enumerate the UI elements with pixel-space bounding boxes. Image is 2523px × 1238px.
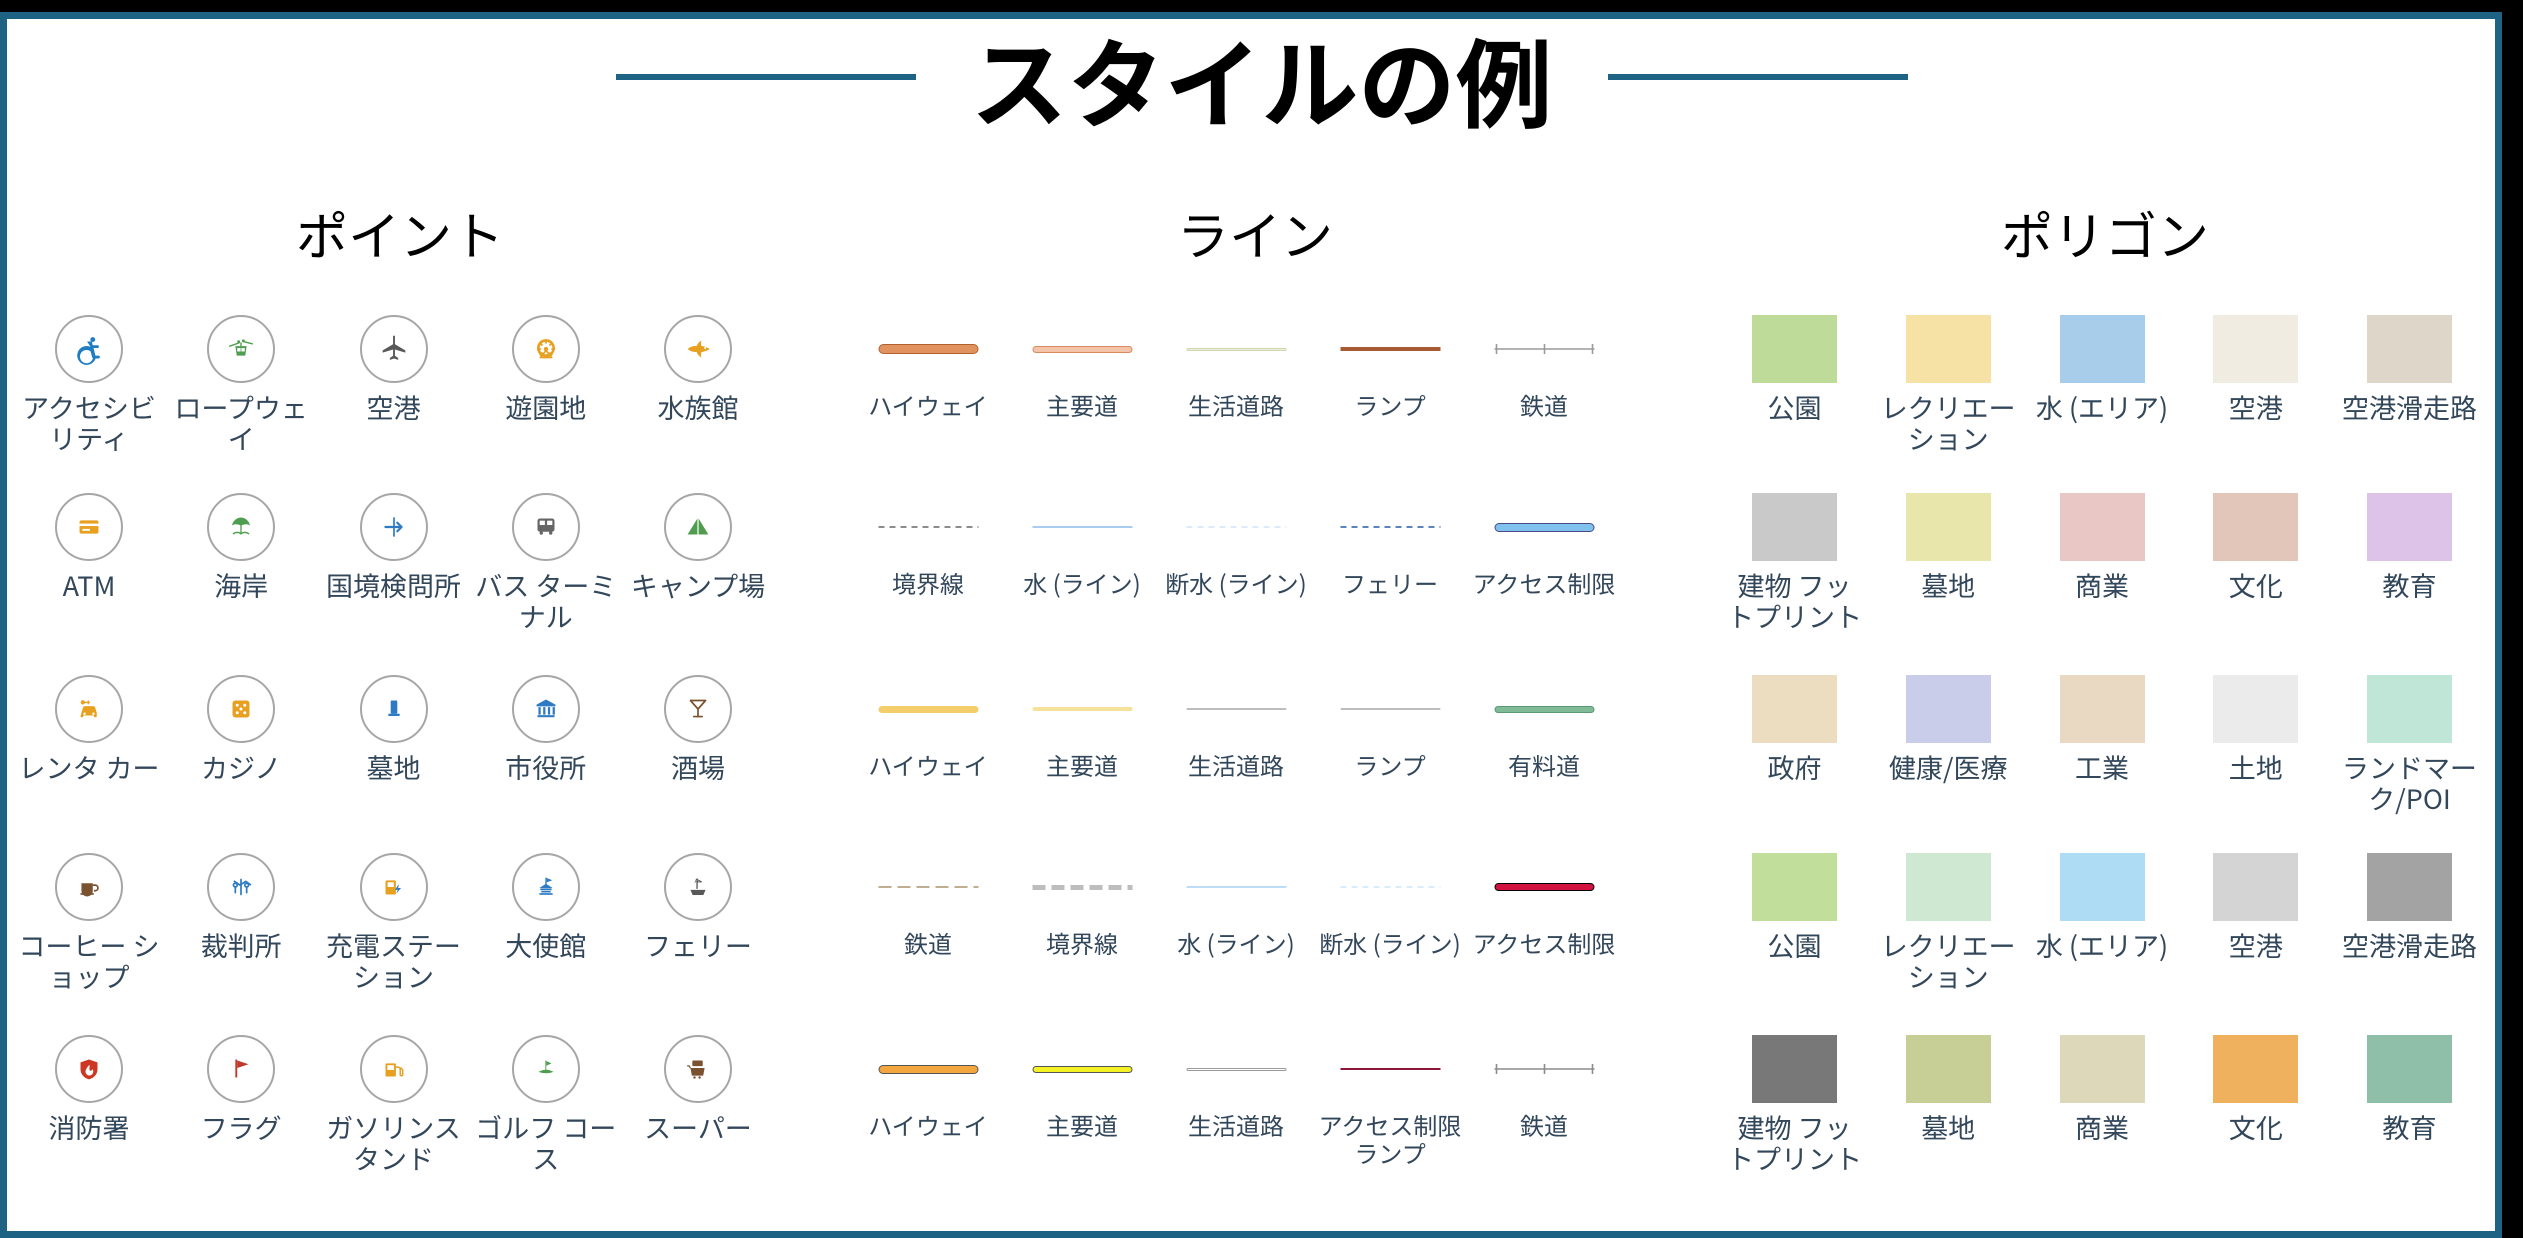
svg-text:A: A [695, 879, 699, 885]
